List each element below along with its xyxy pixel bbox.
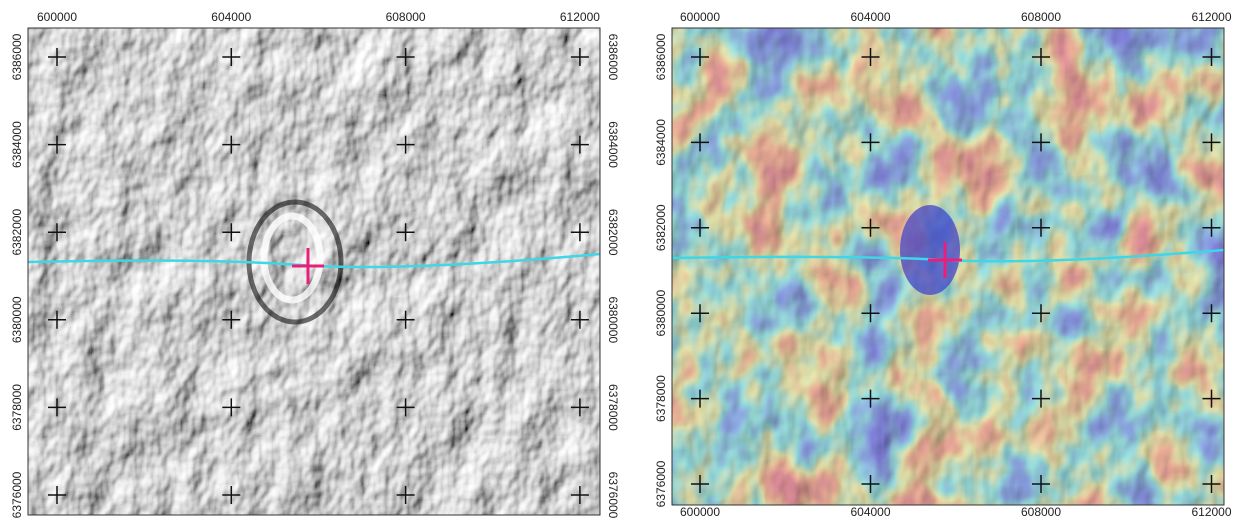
right-tick-label: 6376000 <box>606 472 620 519</box>
right-tick-label: 6384000 <box>606 121 620 168</box>
left-tick-label: 6380000 <box>654 290 668 337</box>
left-tick-label: 6382000 <box>654 204 668 251</box>
bottom-tick-label: 604000 <box>850 505 890 519</box>
left-tick-label: 6384000 <box>10 121 24 168</box>
top-tick-label: 604000 <box>850 10 890 24</box>
top-tick-label: 600000 <box>37 10 77 24</box>
colored-panel <box>672 28 1224 505</box>
bottom-tick-label: 608000 <box>1021 505 1061 519</box>
left-tick-label: 6380000 <box>10 296 24 343</box>
left-tick-label: 6376000 <box>654 460 668 507</box>
bottom-tick-label: 612000 <box>1191 505 1231 519</box>
top-tick-label: 612000 <box>1191 10 1231 24</box>
right-tick-label: 6380000 <box>606 296 620 343</box>
map-figure: 600000 604000 608000 612000 6386000 6384000 63… <box>0 0 1235 521</box>
top-tick-label: 604000 <box>211 10 251 24</box>
top-tick-label: 600000 <box>680 10 720 24</box>
top-tick-label: 608000 <box>386 10 426 24</box>
bottom-tick-label: 600000 <box>680 505 720 519</box>
relief-image <box>28 28 600 515</box>
left-tick-label: 6386000 <box>654 33 668 80</box>
right-tick-label: 6386000 <box>606 34 620 81</box>
anomaly <box>900 205 960 295</box>
right-tick-label: 6378000 <box>606 384 620 431</box>
top-tick-label: 612000 <box>560 10 600 24</box>
left-tick-label: 6378000 <box>10 384 24 431</box>
top-tick-label: 608000 <box>1021 10 1061 24</box>
relief-panel <box>28 28 600 515</box>
left-tick-label: 6384000 <box>654 119 668 166</box>
right-tick-label: 6382000 <box>606 209 620 256</box>
left-tick-label: 6386000 <box>10 33 24 80</box>
left-tick-label: 6382000 <box>10 209 24 256</box>
left-tick-label: 6376000 <box>10 471 24 518</box>
left-tick-label: 6378000 <box>654 375 668 422</box>
